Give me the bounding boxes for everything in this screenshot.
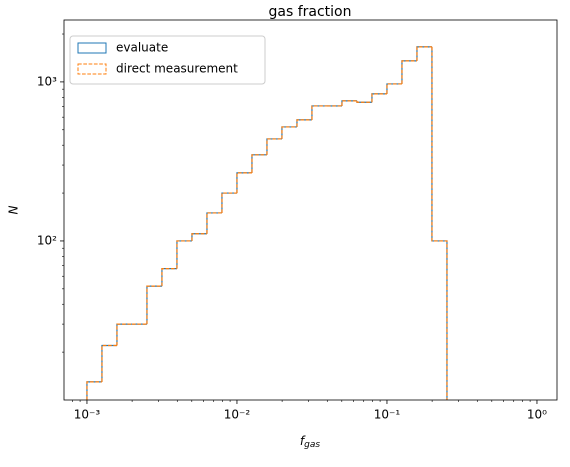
histogram-step bbox=[266, 138, 282, 155]
histogram-step bbox=[191, 233, 207, 241]
histogram-step bbox=[206, 212, 222, 234]
histogram-step bbox=[416, 46, 432, 61]
x-label-base: f bbox=[300, 434, 306, 448]
histogram-step bbox=[311, 105, 327, 120]
histogram-step bbox=[416, 46, 432, 61]
histogram-step bbox=[311, 105, 327, 120]
x-tick-label: 10⁻¹ bbox=[374, 408, 401, 422]
histogram-step bbox=[176, 240, 192, 269]
histogram-step bbox=[86, 381, 102, 400]
histogram-step bbox=[236, 172, 252, 194]
histogram-step bbox=[161, 268, 177, 287]
axes-frame bbox=[63, 19, 558, 401]
y-tick-label: 10² bbox=[37, 233, 57, 247]
histogram-step bbox=[206, 212, 222, 234]
legend-label: direct measurement bbox=[116, 62, 238, 76]
y-axis-label: N bbox=[7, 205, 21, 214]
histogram-step bbox=[251, 154, 267, 173]
legend: evaluate direct measurement bbox=[69, 35, 266, 85]
histogram-step bbox=[251, 154, 267, 173]
legend-swatch bbox=[77, 63, 107, 75]
x-tick-label: 10⁰ bbox=[527, 408, 547, 422]
histogram-step bbox=[431, 46, 448, 400]
histogram-step bbox=[236, 172, 252, 194]
histogram-step bbox=[191, 233, 207, 241]
histogram-step bbox=[221, 192, 237, 213]
histogram-step bbox=[371, 93, 387, 103]
histogram-step bbox=[281, 126, 297, 139]
histogram-step bbox=[386, 83, 402, 94]
histogram-step bbox=[221, 192, 237, 213]
histogram-step bbox=[101, 344, 117, 382]
legend-box bbox=[69, 35, 266, 85]
histogram-step bbox=[86, 381, 102, 400]
histogram-step bbox=[161, 268, 177, 287]
histogram-step bbox=[341, 100, 357, 106]
histogram-step bbox=[146, 285, 162, 325]
histogram-step bbox=[371, 93, 387, 103]
histogram-step bbox=[176, 240, 192, 269]
histogram-step bbox=[116, 323, 132, 346]
histogram-step bbox=[296, 119, 312, 127]
histogram-step bbox=[116, 323, 132, 346]
histogram-step bbox=[281, 126, 297, 139]
histogram-step bbox=[146, 285, 162, 325]
histogram-step bbox=[431, 46, 448, 400]
histogram-step bbox=[356, 100, 372, 103]
x-tick-label: 10⁻² bbox=[224, 408, 251, 422]
legend-swatch bbox=[77, 42, 107, 54]
histogram-step bbox=[401, 60, 417, 84]
chart-title: gas fraction bbox=[269, 4, 352, 20]
histogram-step bbox=[401, 60, 417, 84]
legend-label: evaluate bbox=[116, 41, 168, 55]
histogram-step bbox=[341, 100, 357, 106]
histogram-step bbox=[386, 83, 402, 94]
y-tick-label: 10³ bbox=[37, 74, 57, 88]
histogram-step bbox=[266, 138, 282, 155]
histogram-step bbox=[101, 344, 117, 382]
x-label-sub: gas bbox=[304, 440, 320, 450]
x-tick-label: 10⁻³ bbox=[74, 408, 101, 422]
x-axis-label: fgas bbox=[300, 434, 320, 450]
histogram-step bbox=[296, 119, 312, 127]
